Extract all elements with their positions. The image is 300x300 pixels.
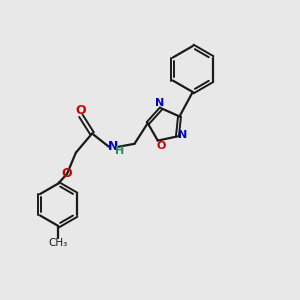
Text: N: N (178, 130, 187, 140)
Text: O: O (156, 141, 165, 151)
Text: N: N (155, 98, 164, 108)
Text: O: O (62, 167, 72, 180)
Text: H: H (115, 146, 124, 156)
Text: O: O (76, 104, 86, 117)
Text: CH₃: CH₃ (49, 238, 68, 248)
Text: N: N (108, 140, 119, 153)
